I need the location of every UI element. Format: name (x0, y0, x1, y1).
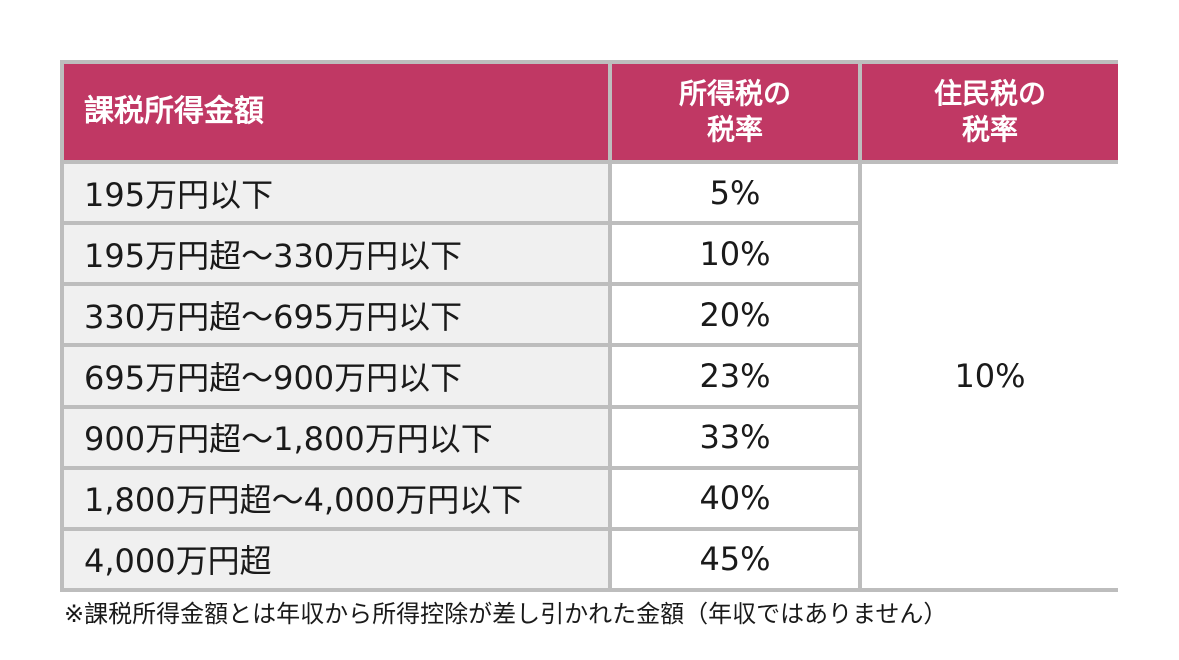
income-tax-rate-cell: 40% (612, 469, 858, 527)
table-row: 900万円超～1,800万円以下 33% (64, 408, 1118, 466)
income-tax-rate-cell: 20% (612, 286, 858, 344)
resident-tax-rate-cell: 10% (862, 164, 1118, 588)
header-resident-tax-rate: 住民税の 税率 (862, 64, 1118, 160)
table-row: 195万円以下 5% 10% (64, 164, 1118, 588)
header-taxable-income: 課税所得金額 (64, 64, 608, 160)
income-bracket-cell: 695万円超～900万円以下 (64, 347, 608, 405)
table-row: 195万円超～330万円以下 10% (64, 225, 1118, 283)
header-income-tax-line1: 所得税の (678, 77, 791, 110)
table-row: 1,800万円超～4,000万円以下 40% (64, 469, 1118, 527)
header-resident-tax-line1: 住民税の (933, 77, 1046, 110)
income-tax-rate-cell: 45% (612, 530, 858, 588)
income-tax-rate-cell: 23% (612, 347, 858, 405)
header-resident-tax-line2: 税率 (961, 113, 1018, 146)
income-tax-rate-cell: 10% (612, 225, 858, 283)
tax-rate-table: 課税所得金額 所得税の 税率 住民税の 税率 195万円以下 5% 10% 19… (60, 60, 1122, 592)
income-bracket-cell: 195万円以下 (64, 164, 608, 222)
income-bracket-cell: 1,800万円超～4,000万円以下 (64, 469, 608, 527)
income-bracket-cell: 4,000万円超 (64, 530, 608, 588)
table-header-row: 課税所得金額 所得税の 税率 住民税の 税率 (64, 64, 1118, 160)
income-bracket-cell: 195万円超～330万円以下 (64, 225, 608, 283)
income-tax-rate-cell: 5% (612, 164, 858, 222)
table-row: 695万円超～900万円以下 23% (64, 347, 1118, 405)
header-taxable-income-label: 課税所得金額 (84, 94, 264, 129)
header-income-tax-rate: 所得税の 税率 (612, 64, 858, 160)
tax-rate-table-container: 課税所得金額 所得税の 税率 住民税の 税率 195万円以下 5% 10% 19… (60, 60, 1118, 592)
footnote: ※課税所得金額とは年収から所得控除が差し引かれた金額（年収ではありません） (64, 600, 948, 628)
header-income-tax-line2: 税率 (706, 113, 763, 146)
income-tax-rate-cell: 33% (612, 408, 858, 466)
income-bracket-cell: 330万円超～695万円以下 (64, 286, 608, 344)
table-row: 4,000万円超 45% (64, 530, 1118, 588)
table-row: 330万円超～695万円以下 20% (64, 286, 1118, 344)
income-bracket-cell: 900万円超～1,800万円以下 (64, 408, 608, 466)
